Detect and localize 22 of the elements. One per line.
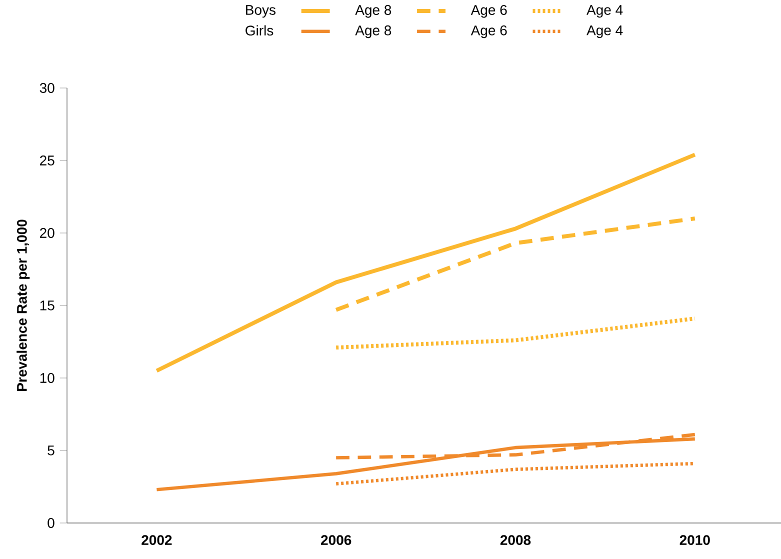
- y-tick-label: 30: [40, 83, 54, 93]
- text: Girls: [246, 25, 274, 36]
- y-tick-label: 5: [48, 446, 54, 456]
- y-tick-label: 25: [40, 156, 54, 166]
- x-tick-label: 2002: [142, 535, 172, 546]
- x-tick-label: 2006: [321, 535, 352, 546]
- legend-label: Age 4: [586, 25, 623, 38]
- x-tick-label: 2010: [680, 535, 710, 546]
- line-series: [155, 437, 697, 492]
- line-series: [154, 152, 697, 373]
- y-axis-title: Prevalence Rate per 1,000: [16, 220, 30, 391]
- legend-label: Age 6: [470, 25, 507, 38]
- y-tick-label: 0: [48, 518, 54, 528]
- y-tick-label: 20: [40, 228, 54, 238]
- y-tick-label: 10: [40, 373, 54, 383]
- legend-label: Age 6: [470, 5, 507, 18]
- y-tick-label: 15: [40, 300, 54, 310]
- text: Boys: [246, 5, 276, 18]
- legend-label: Age 8: [355, 25, 392, 38]
- x-tick-label: 2008: [500, 535, 531, 546]
- legend-label: Age 4: [586, 5, 623, 18]
- legend-label: Age 8: [355, 5, 392, 18]
